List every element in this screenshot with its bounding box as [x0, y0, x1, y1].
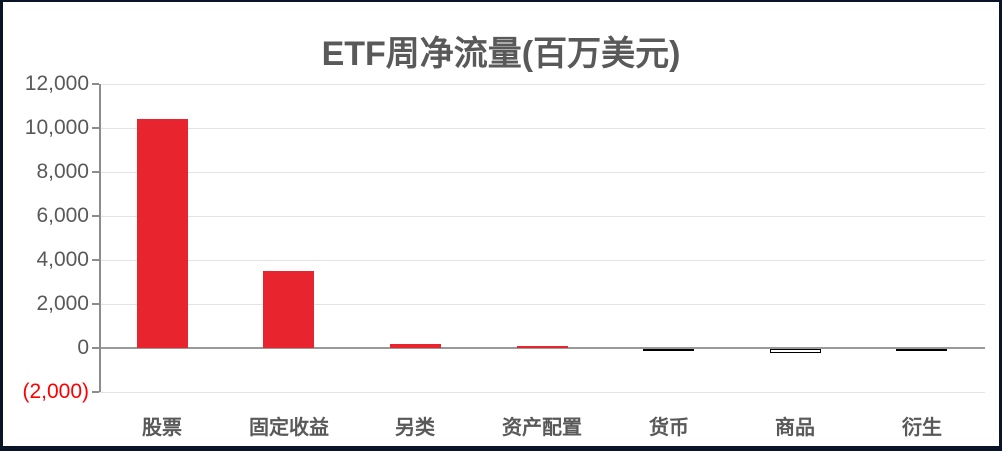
chart-title: ETF周净流量(百万美元): [321, 35, 681, 73]
x-category-label: 固定收益: [249, 417, 329, 439]
x-category-label: 股票: [142, 417, 182, 439]
y-axis-tick: [92, 347, 99, 349]
gridline: [99, 128, 985, 129]
y-axis-tick: [92, 83, 99, 85]
gridline: [99, 260, 985, 261]
gridline: [99, 172, 985, 173]
y-axis-tick: [92, 259, 99, 261]
y-tick-label: 2,000: [36, 292, 89, 315]
y-axis-tick: [92, 127, 99, 129]
y-axis-line: [99, 84, 101, 392]
y-axis-tick: [92, 391, 99, 393]
y-tick-label: 10,000: [24, 116, 89, 139]
bar: [643, 349, 694, 351]
x-category-label: 货币: [649, 417, 689, 439]
bar: [770, 349, 821, 353]
y-axis-tick: [92, 171, 99, 173]
x-category-label: 另类: [395, 417, 435, 439]
y-axis-tick: [92, 215, 99, 217]
y-tick-label: 0: [77, 336, 89, 359]
bar: [517, 346, 568, 348]
y-tick-label: 4,000: [36, 248, 89, 271]
y-tick-label: (2,000): [22, 380, 89, 403]
x-category-label: 商品: [775, 417, 815, 439]
y-tick-label: 8,000: [36, 160, 89, 183]
gridline: [99, 216, 985, 217]
bar: [137, 119, 188, 348]
x-category-label: 衍生: [902, 417, 942, 439]
bar: [896, 349, 947, 351]
y-axis-tick: [92, 303, 99, 305]
x-category-label: 资产配置: [502, 417, 582, 439]
bar: [390, 344, 441, 348]
gridline: [99, 304, 985, 305]
gridline: [99, 84, 985, 85]
x-axis-line: [99, 347, 985, 349]
y-tick-label: 6,000: [36, 204, 89, 227]
bar: [263, 271, 314, 348]
gridline: [99, 392, 985, 393]
y-tick-label: 12,000: [24, 72, 89, 95]
